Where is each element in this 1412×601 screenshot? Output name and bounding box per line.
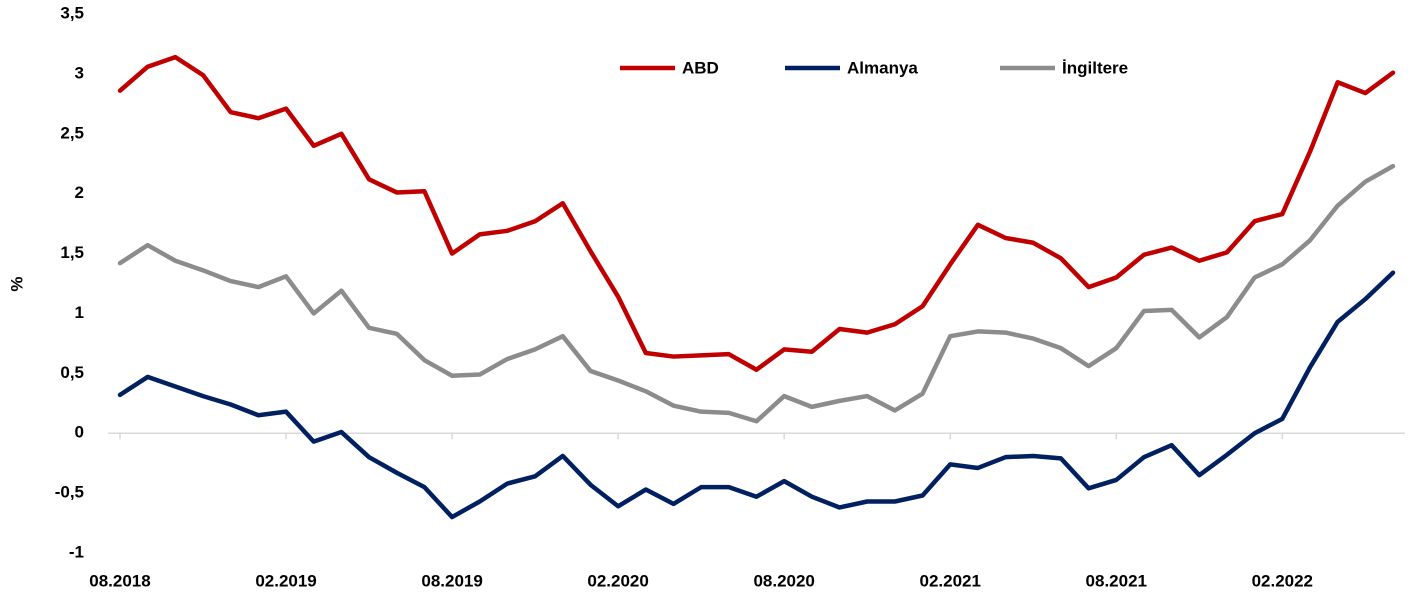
x-tick-label: 02.2020	[587, 571, 648, 590]
series-line	[117, 54, 1396, 372]
legend-label: İngiltere	[1062, 58, 1128, 77]
y-tick-label: 2	[75, 183, 84, 202]
y-tick-label: -1	[69, 542, 84, 561]
legend-label: Almanya	[847, 58, 918, 77]
y-tick-label: -0,5	[55, 483, 84, 502]
x-tick-label: 02.2021	[919, 571, 980, 590]
y-tick-label: 1,5	[60, 243, 84, 262]
y-tick-label: 3,5	[60, 3, 84, 22]
y-tick-label: 1	[75, 303, 84, 322]
x-tick-label: 08.2020	[753, 571, 814, 590]
x-tick-label: 08.2021	[1086, 571, 1147, 590]
y-tick-label: 0,5	[60, 363, 84, 382]
series-line	[117, 270, 1396, 520]
y-tick-label: 2,5	[60, 123, 84, 142]
x-tick-label: 08.2019	[421, 571, 482, 590]
x-tick-label: 02.2022	[1252, 571, 1313, 590]
y-tick-label: 3	[75, 63, 84, 82]
legend-label: ABD	[682, 58, 719, 77]
x-tick-label: 08.2018	[89, 571, 150, 590]
x-tick-label: 02.2019	[255, 571, 316, 590]
series-line	[117, 163, 1396, 424]
y-axis-label: %	[7, 276, 26, 291]
y-tick-label: 0	[75, 423, 84, 442]
